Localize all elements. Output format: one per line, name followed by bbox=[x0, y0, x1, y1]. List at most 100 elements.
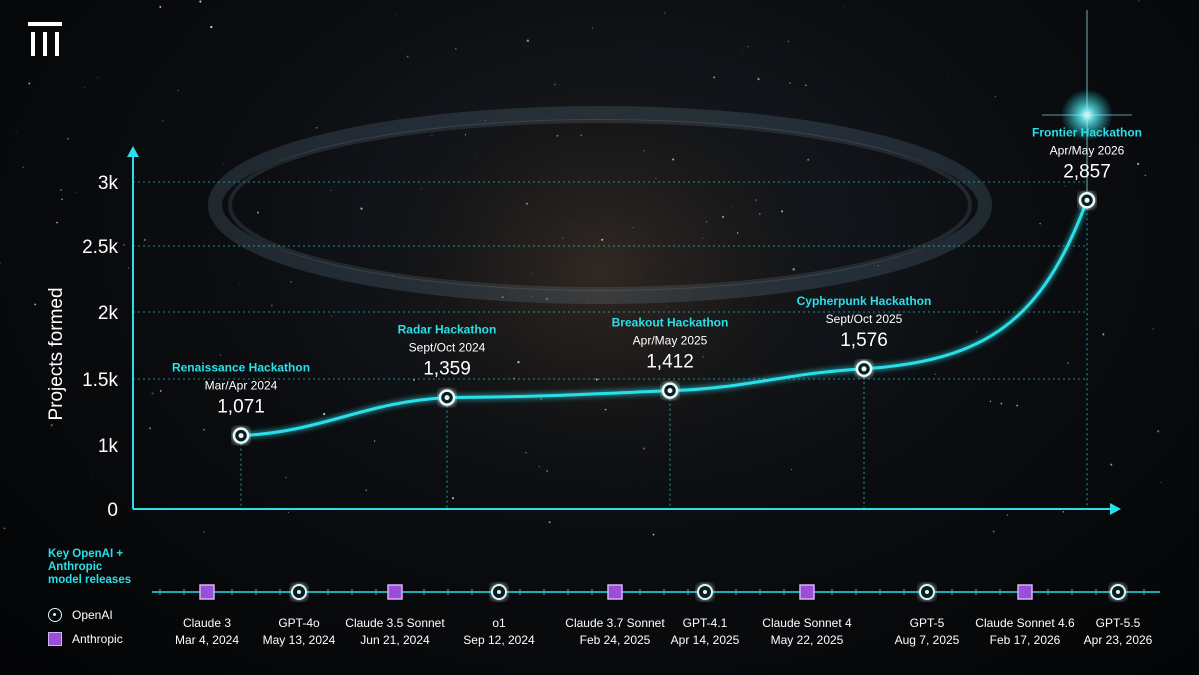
star bbox=[97, 77, 99, 79]
star bbox=[67, 137, 69, 140]
star bbox=[517, 360, 520, 364]
value-label: 1,412 bbox=[646, 352, 694, 373]
timeline-title: Key OpenAI + Anthropic model releases bbox=[48, 548, 132, 586]
star bbox=[722, 215, 724, 218]
star bbox=[784, 3, 786, 5]
star bbox=[702, 356, 704, 358]
star bbox=[203, 428, 205, 431]
star bbox=[1102, 333, 1105, 336]
star bbox=[285, 476, 287, 479]
period-label: Sept/Oct 2024 bbox=[409, 341, 486, 355]
star bbox=[413, 379, 415, 381]
star bbox=[239, 284, 241, 286]
period-label: Apr/May 2026 bbox=[1050, 143, 1125, 157]
star bbox=[947, 73, 949, 75]
star bbox=[789, 82, 791, 85]
star bbox=[373, 440, 376, 442]
star bbox=[92, 475, 93, 477]
event-label: Frontier Hackathon bbox=[1032, 125, 1142, 139]
star bbox=[134, 176, 136, 178]
star bbox=[270, 304, 273, 307]
star bbox=[413, 340, 415, 341]
openai-circle-icon bbox=[48, 608, 62, 622]
star bbox=[595, 378, 598, 381]
star bbox=[76, 191, 78, 193]
anthropic-square-icon bbox=[48, 632, 62, 646]
anthropic-release-marker bbox=[199, 584, 215, 600]
star bbox=[804, 84, 807, 87]
star bbox=[323, 412, 326, 416]
star bbox=[554, 83, 556, 86]
star bbox=[731, 207, 732, 208]
anthropic-release-marker bbox=[607, 584, 623, 600]
star bbox=[1160, 481, 1162, 484]
star bbox=[561, 237, 564, 239]
star bbox=[396, 14, 397, 16]
star bbox=[476, 153, 478, 154]
star bbox=[151, 392, 154, 395]
star bbox=[526, 202, 528, 205]
star bbox=[392, 275, 394, 276]
timeline-legend: Key OpenAI + Anthropic model releases Op… bbox=[48, 548, 168, 646]
star bbox=[1062, 511, 1065, 513]
star bbox=[127, 267, 130, 269]
star bbox=[360, 207, 363, 210]
star bbox=[315, 126, 318, 129]
star bbox=[758, 212, 761, 216]
star bbox=[642, 447, 646, 450]
y-tick-label: 1.5k bbox=[82, 370, 118, 391]
star bbox=[666, 305, 668, 307]
value-label: 1,576 bbox=[840, 330, 888, 351]
star bbox=[1071, 306, 1073, 308]
value-label: 2,857 bbox=[1063, 161, 1111, 182]
star bbox=[223, 163, 224, 165]
star bbox=[526, 39, 530, 42]
data-point-core bbox=[238, 433, 244, 439]
release-name: GPT-4o bbox=[278, 616, 320, 630]
star bbox=[61, 198, 63, 201]
star bbox=[989, 400, 992, 403]
star bbox=[0, 262, 1, 264]
anthropic-release-marker bbox=[799, 584, 815, 600]
star bbox=[501, 296, 504, 299]
star bbox=[15, 132, 17, 133]
star bbox=[484, 119, 487, 122]
star bbox=[257, 211, 259, 214]
star bbox=[992, 530, 995, 533]
star bbox=[1006, 514, 1009, 516]
star bbox=[34, 303, 37, 306]
background-decor bbox=[0, 3, 1162, 536]
data-point-core bbox=[1084, 197, 1090, 203]
star bbox=[1016, 404, 1019, 407]
release-date: Apr 23, 2026 bbox=[1084, 633, 1153, 647]
release-date: Mar 4, 2024 bbox=[175, 633, 239, 647]
anthropic-release-marker bbox=[387, 584, 403, 600]
release-date: May 22, 2025 bbox=[771, 633, 844, 647]
star bbox=[580, 134, 582, 136]
star bbox=[219, 354, 222, 356]
anthropic-release-marker bbox=[1017, 584, 1033, 600]
star bbox=[330, 189, 332, 191]
release-name: o1 bbox=[492, 616, 506, 630]
y-tick-label: 2k bbox=[98, 303, 119, 324]
period-label: Apr/May 2025 bbox=[633, 334, 708, 348]
release-date: Jun 21, 2024 bbox=[360, 633, 430, 647]
y-axis-arrow bbox=[127, 146, 139, 157]
star bbox=[540, 398, 542, 400]
star bbox=[545, 297, 549, 300]
star bbox=[421, 188, 423, 190]
star bbox=[203, 531, 205, 533]
star bbox=[655, 177, 657, 179]
star bbox=[525, 452, 527, 454]
star bbox=[22, 166, 24, 169]
data-point-core bbox=[861, 366, 867, 372]
release-date: Apr 14, 2025 bbox=[671, 633, 740, 647]
event-label: Renaissance Hackathon bbox=[172, 361, 310, 375]
star bbox=[406, 55, 409, 58]
star bbox=[1064, 185, 1066, 187]
release-name: Claude 3 bbox=[183, 616, 231, 630]
star bbox=[303, 255, 305, 257]
star bbox=[50, 424, 53, 427]
star bbox=[652, 533, 655, 536]
